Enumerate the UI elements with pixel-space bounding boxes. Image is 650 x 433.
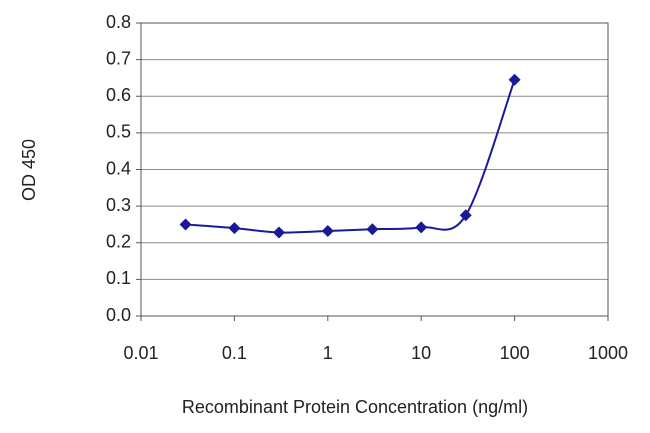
x-axis-label: Recombinant Protein Concentration (ng/ml… [182,397,528,417]
y-tick-label: 0.0 [106,305,131,325]
y-tick-label: 0.3 [106,195,131,215]
x-tick-label: 0.01 [123,343,158,363]
y-tick-label: 0.5 [106,122,131,142]
y-tick-label: 0.6 [106,85,131,105]
y-tick-label: 0.2 [106,232,131,252]
y-tick-label: 0.7 [106,48,131,68]
plot-border [140,22,609,317]
marker [179,218,192,231]
marker [415,221,428,234]
x-tick-label: 100 [500,343,530,363]
marker [366,223,379,236]
x-tick-label: 0.1 [222,343,247,363]
x-tick-label: 10 [411,343,431,363]
y-tick-label: 0.4 [106,158,131,178]
line [185,79,516,234]
x-tick-label: 1 [323,343,333,363]
y-axis-label: OD 450 [19,139,39,201]
marker [459,209,472,222]
marker [508,73,521,86]
marker [228,222,241,235]
y-tick-label: 0.1 [106,268,131,288]
marker [272,226,285,239]
x-tick-label: 1000 [588,343,628,363]
y-tick-label: 0.8 [106,12,131,32]
marker [321,225,334,238]
